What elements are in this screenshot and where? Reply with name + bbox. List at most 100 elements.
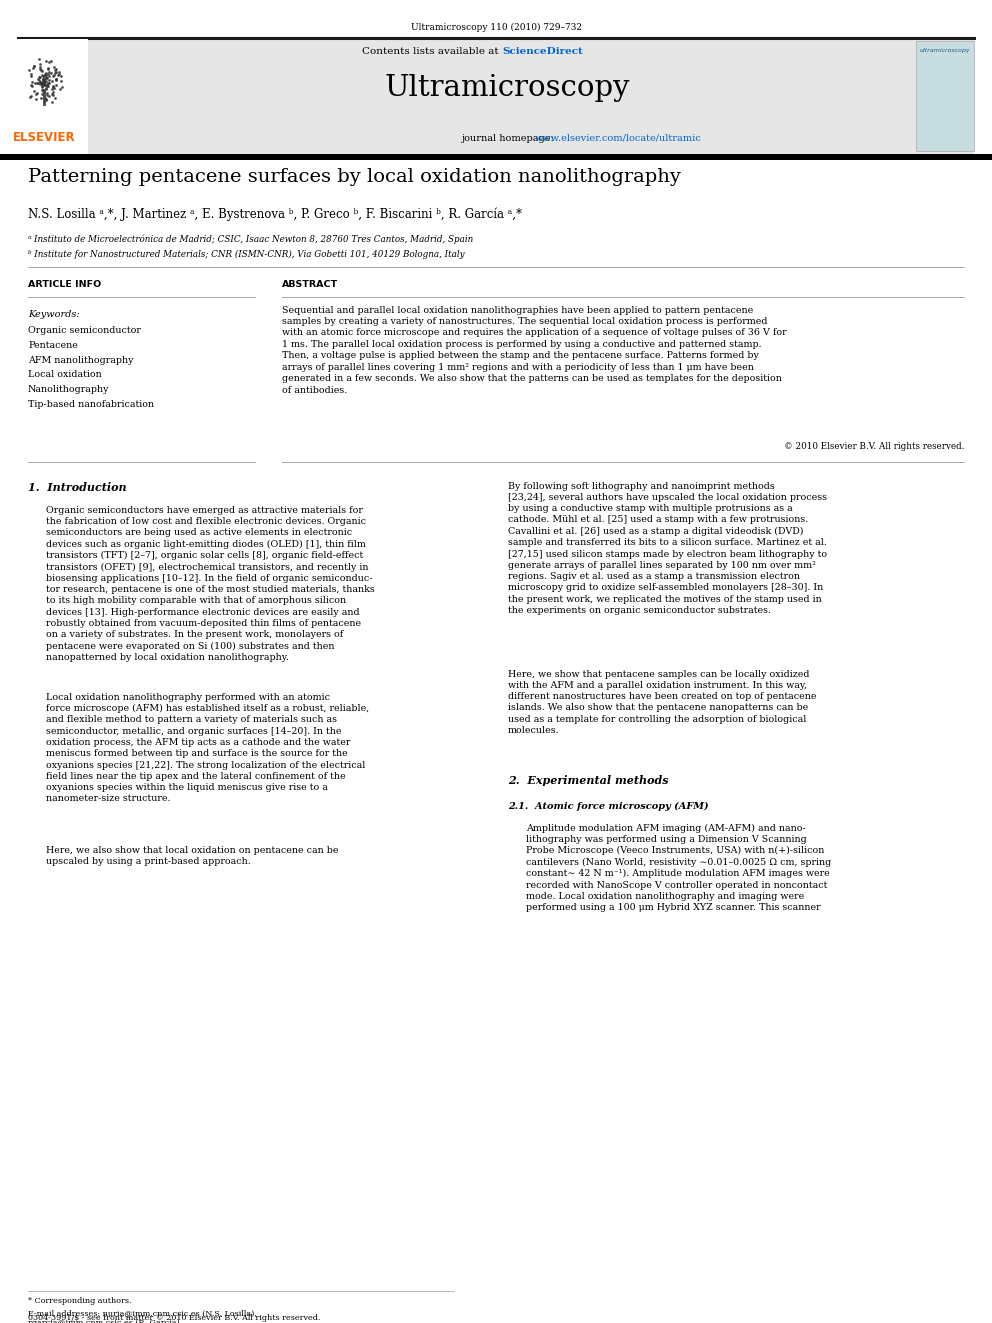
Bar: [0, 38, 88, 153]
Point: [41, 64, 57, 85]
Point: [35, 73, 51, 94]
Point: [35, 69, 51, 90]
Point: [33, 53, 49, 74]
Point: [36, 73, 52, 94]
Point: [49, 69, 64, 90]
Text: Ultramicroscopy 110 (2010) 729–732: Ultramicroscopy 110 (2010) 729–732: [411, 22, 581, 32]
Point: [39, 62, 55, 83]
Point: [41, 86, 57, 107]
Point: [41, 58, 57, 79]
Point: [36, 69, 52, 90]
Point: [41, 61, 57, 82]
Point: [35, 79, 51, 101]
Point: [48, 69, 63, 90]
Text: 2.1.  Atomic force microscopy (AFM): 2.1. Atomic force microscopy (AFM): [508, 802, 708, 811]
Point: [32, 49, 48, 70]
Point: [29, 71, 45, 93]
Point: [38, 77, 54, 98]
Text: ᵃ Instituto de Microelectrónica de Madrid; CSIC, Isaac Newton 8, 28760 Tres Cant: ᵃ Instituto de Microelectrónica de Madri…: [28, 234, 473, 243]
Text: journal homepage:: journal homepage:: [462, 134, 558, 143]
Point: [28, 89, 44, 110]
Point: [24, 65, 40, 86]
Point: [35, 73, 51, 94]
Point: [32, 58, 48, 79]
Point: [40, 83, 56, 105]
Point: [45, 91, 61, 112]
Text: Nanolithography: Nanolithography: [28, 385, 109, 394]
Point: [34, 60, 50, 81]
Point: [38, 89, 54, 110]
Text: 1.  Introduction: 1. Introduction: [28, 482, 127, 492]
Text: Organic semiconductors have emerged as attractive materials for
the fabrication : Organic semiconductors have emerged as a…: [46, 505, 375, 663]
Text: ELSEVIER: ELSEVIER: [13, 131, 75, 143]
Point: [26, 58, 42, 79]
Point: [36, 71, 52, 93]
Text: Local oxidation nanolithography performed with an atomic
force microscope (AFM) : Local oxidation nanolithography performe…: [46, 692, 369, 803]
Point: [29, 82, 45, 103]
Point: [33, 73, 49, 94]
Text: Organic semiconductor: Organic semiconductor: [28, 325, 141, 335]
Point: [44, 83, 60, 105]
Point: [24, 75, 40, 97]
Point: [48, 61, 63, 82]
Point: [36, 71, 52, 93]
Point: [41, 75, 57, 97]
Point: [26, 81, 42, 102]
Text: ultramicroscopy: ultramicroscopy: [920, 48, 970, 53]
Point: [51, 65, 66, 86]
Text: ScienceDirect: ScienceDirect: [502, 46, 582, 56]
Text: www.elsevier.com/locate/ultramic: www.elsevier.com/locate/ultramic: [535, 134, 701, 143]
Point: [30, 67, 46, 89]
Point: [53, 65, 68, 86]
Point: [27, 73, 43, 94]
Point: [33, 71, 49, 93]
Point: [37, 81, 53, 102]
Point: [36, 71, 52, 93]
Point: [21, 60, 37, 81]
Text: E-mail addresses: nuria@imm.cnm.csic.es (N.S. Losilla),
rgarcia@imm.cnm.csic.es : E-mail addresses: nuria@imm.cnm.csic.es …: [28, 1308, 257, 1323]
Point: [46, 82, 62, 103]
Point: [47, 60, 62, 81]
Point: [53, 71, 68, 93]
Point: [42, 52, 58, 73]
Point: [38, 64, 54, 85]
Text: Local oxidation: Local oxidation: [28, 370, 102, 380]
Text: Here, we also show that local oxidation on pentacene can be
upscaled by using a : Here, we also show that local oxidation …: [46, 845, 338, 865]
Point: [33, 87, 49, 108]
Point: [39, 70, 55, 91]
Point: [39, 65, 55, 86]
Point: [46, 78, 62, 99]
Text: Sequential and parallel local oxidation nanolithographies have been applied to p: Sequential and parallel local oxidation …: [282, 306, 787, 394]
Bar: [916, 41, 974, 151]
Point: [40, 58, 56, 79]
Point: [38, 78, 54, 99]
Point: [44, 50, 60, 71]
Point: [40, 75, 56, 97]
Text: Patterning pentacene surfaces by local oxidation nanolithography: Patterning pentacene surfaces by local o…: [28, 168, 681, 185]
Point: [35, 69, 51, 90]
Point: [41, 70, 57, 91]
Text: Keywords:: Keywords:: [28, 310, 79, 319]
Point: [39, 50, 55, 71]
Point: [49, 58, 64, 79]
Point: [36, 69, 52, 90]
Point: [36, 79, 52, 101]
Point: [52, 64, 67, 85]
Point: [26, 56, 42, 77]
Point: [34, 75, 50, 97]
Point: [34, 83, 50, 105]
Point: [36, 66, 52, 87]
Point: [28, 83, 44, 105]
Point: [24, 71, 40, 93]
Point: [36, 70, 52, 91]
Point: [32, 71, 48, 93]
Text: 2.  Experimental methods: 2. Experimental methods: [508, 774, 669, 786]
Text: * Corresponding authors.: * Corresponding authors.: [28, 1297, 132, 1304]
Point: [26, 56, 42, 77]
Text: By following soft lithography and nanoimprint methods
[23,24], several authors h: By following soft lithography and nanoim…: [508, 482, 827, 615]
Point: [23, 86, 39, 107]
Point: [47, 65, 62, 86]
Point: [37, 71, 53, 93]
Point: [39, 67, 55, 89]
Point: [51, 62, 66, 83]
